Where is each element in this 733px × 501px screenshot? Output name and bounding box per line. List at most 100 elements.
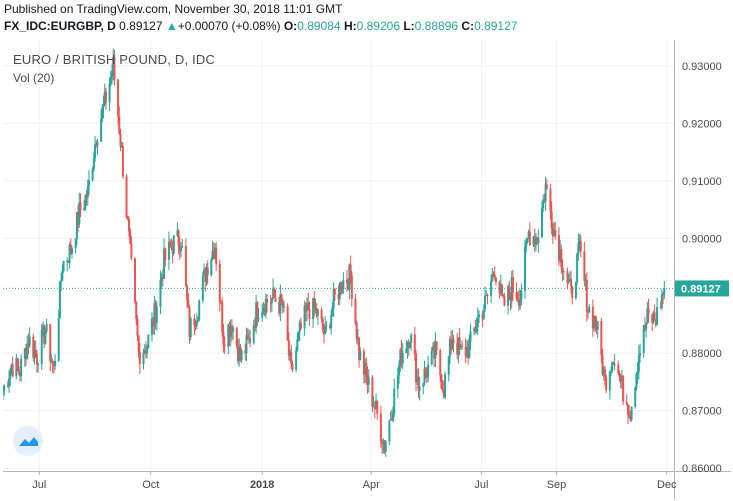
candle-body: [186, 285, 189, 300]
candle-body: [34, 349, 37, 354]
candle-body: [91, 168, 94, 181]
candle-body: [74, 239, 77, 249]
candle-body: [392, 413, 395, 421]
candle-body: [484, 295, 487, 310]
candle-body: [227, 324, 230, 347]
candle-body: [6, 385, 9, 387]
candle-body: [549, 188, 552, 212]
candle-body: [594, 316, 597, 326]
volume-legend[interactable]: Vol (20): [13, 71, 55, 85]
candle-body: [87, 180, 90, 186]
candle-body: [516, 298, 519, 300]
candle-body: [550, 211, 553, 228]
candle-body: [356, 338, 359, 340]
candle-body: [298, 322, 301, 332]
candle-body: [579, 240, 582, 252]
candle-body: [450, 338, 453, 350]
candle-body: [415, 353, 418, 383]
y-tick-label: 0.92000: [682, 118, 722, 130]
candle-body: [662, 293, 665, 295]
high-value: 0.89206: [356, 19, 400, 33]
candle-body: [218, 264, 221, 302]
candle-body: [339, 282, 342, 293]
candle-body: [16, 358, 19, 367]
candle-body: [642, 325, 645, 354]
candle-body: [612, 361, 615, 365]
chart-area[interactable]: 0.93000 0.92000 0.91000 0.90000 0.88000 0.870…: [3, 40, 731, 499]
candle-body: [618, 372, 621, 377]
candle-body: [660, 293, 663, 308]
x-tick-label: Apr: [363, 479, 380, 491]
candle-body: [206, 267, 209, 276]
candle-body: [663, 288, 666, 295]
candle-body: [41, 325, 44, 330]
candle-body: [303, 305, 306, 329]
candle-body: [111, 72, 114, 77]
candle-body: [17, 366, 20, 372]
candle-body: [477, 314, 480, 318]
candle-body: [86, 185, 89, 198]
candle-body: [60, 280, 63, 282]
candle-body: [197, 319, 200, 322]
candle-body: [375, 400, 378, 409]
candle-body: [596, 321, 599, 330]
price-change: +0.00070 (+0.08%): [177, 19, 281, 33]
candle-body: [129, 231, 132, 244]
candle-body: [493, 274, 496, 278]
candle-body: [625, 401, 628, 405]
candle-body: [71, 248, 74, 254]
candle-body: [568, 278, 571, 282]
candle-body: [83, 207, 86, 211]
price-chart[interactable]: 0.93000 0.92000 0.91000 0.90000 0.88000 0.870…: [3, 40, 731, 499]
candle-body: [440, 375, 443, 389]
close-label: C:: [461, 19, 475, 33]
candle-body: [304, 305, 307, 312]
candle-body: [408, 342, 411, 349]
candle-body: [161, 276, 164, 279]
candle-body: [125, 176, 128, 218]
candle-body: [61, 271, 64, 281]
candle-body: [95, 144, 98, 146]
candle-body: [308, 308, 311, 320]
candle-body: [595, 325, 598, 330]
candle-body: [341, 289, 344, 293]
candle-body: [422, 383, 425, 387]
candle-body: [11, 364, 14, 377]
candle-body: [8, 378, 11, 386]
candle-body: [187, 299, 190, 308]
candle-body: [620, 376, 623, 383]
candle-body: [102, 103, 105, 108]
candle-body: [427, 364, 430, 378]
candle-body: [262, 308, 265, 313]
candle-body: [40, 329, 43, 365]
candle-body: [252, 325, 255, 343]
candle-body: [567, 281, 570, 283]
candle-body: [329, 325, 332, 328]
candle-body: [135, 302, 138, 319]
candle-body: [32, 336, 35, 358]
candle-body: [439, 350, 442, 376]
candle-body: [307, 302, 310, 309]
candle-body: [146, 347, 149, 354]
candle-body: [630, 406, 633, 420]
candle-body: [388, 420, 391, 442]
last-price: 0.89127: [119, 19, 163, 33]
candle-body: [431, 346, 434, 351]
candle-body: [57, 318, 60, 361]
candle-body: [235, 327, 238, 346]
candle-body: [256, 302, 259, 319]
close-value: 0.89127: [474, 19, 518, 33]
candle-body: [461, 345, 464, 347]
symbol-label[interactable]: FX_IDC:EURGBP, D: [4, 19, 116, 33]
candle-body: [646, 308, 649, 324]
candle-body: [423, 368, 426, 384]
candle-body: [544, 184, 547, 202]
candle-body: [324, 326, 327, 335]
candle-body: [342, 279, 345, 290]
candle-body: [154, 303, 157, 323]
candle-body: [653, 312, 656, 320]
candle-body: [639, 353, 642, 356]
candle-body: [195, 321, 198, 326]
y-tick-label: 0.91000: [682, 176, 722, 188]
candle-body: [253, 325, 256, 329]
